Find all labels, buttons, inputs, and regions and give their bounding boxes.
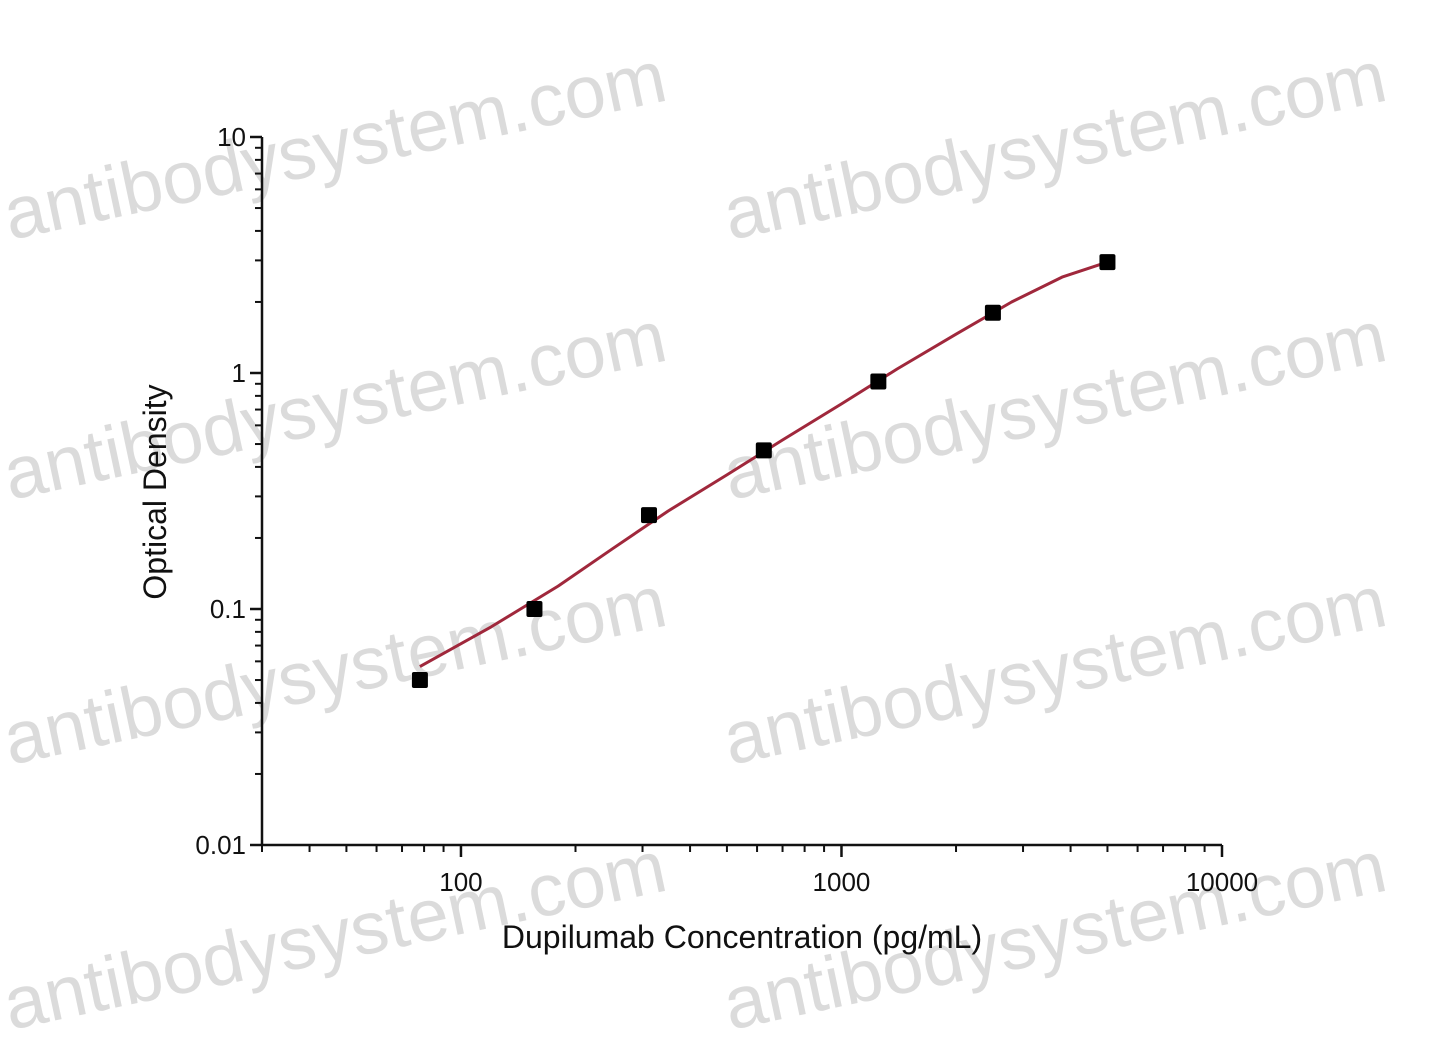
- data-point: [755, 442, 772, 459]
- data-point: [640, 507, 657, 524]
- data-point: [984, 304, 1001, 321]
- y-tick-label: 1: [232, 358, 246, 388]
- x-tick-label: 100: [439, 867, 482, 897]
- watermark-text: antibodysystem.com: [716, 34, 1393, 255]
- watermark-text: antibodysystem.com: [0, 34, 673, 255]
- data-point: [1099, 254, 1116, 271]
- data-point: [526, 601, 543, 617]
- fit-curve: [419, 260, 1108, 668]
- y-tick-label: 10: [217, 122, 246, 152]
- axis-labels: Dupilumab Concentration (pg/mL) Optical …: [137, 384, 982, 955]
- y-axis-title: Optical Density: [137, 384, 173, 599]
- y-tick-label: 0.01: [195, 830, 246, 860]
- watermark-text: antibodysystem.com: [0, 294, 673, 515]
- y-tick-label: 0.1: [210, 594, 246, 624]
- data-point: [870, 373, 887, 390]
- data-point: [411, 672, 428, 689]
- x-axis-title: Dupilumab Concentration (pg/mL): [502, 919, 982, 955]
- watermark-text: antibodysystem.com: [716, 559, 1393, 780]
- data-points: [411, 254, 1116, 689]
- fit-curve-layer: [419, 260, 1108, 668]
- axes: 0.01 0.1 1 10 100 1000 10000: [195, 122, 1258, 897]
- watermark-text: antibodysystem.com: [716, 294, 1393, 515]
- x-tick-label: 1000: [813, 867, 871, 897]
- watermark-text: antibodysystem.com: [0, 559, 673, 780]
- x-tick-label: 10000: [1186, 867, 1258, 897]
- watermark-layer: antibodysystem.com antibodysystem.comanti…: [0, 34, 1393, 1045]
